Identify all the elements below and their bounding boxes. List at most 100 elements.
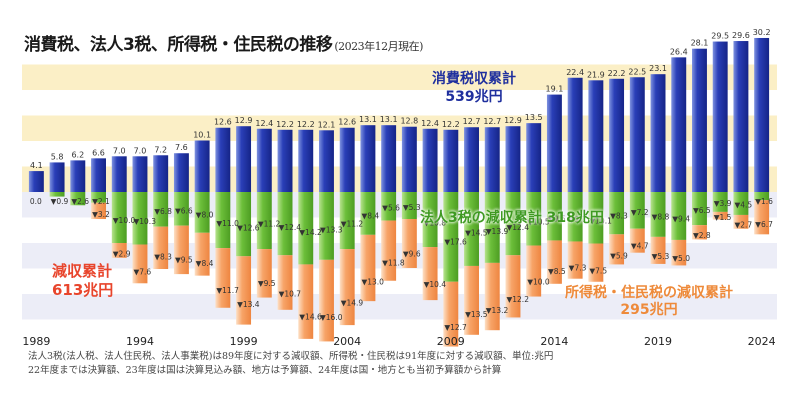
x-tick-2024: 2024 <box>748 335 776 348</box>
bar-corporate-2021 <box>692 192 707 226</box>
total-reduction-label: 減収累計 <box>52 262 113 280</box>
bar-corporate-2008 <box>422 192 438 248</box>
label-corporate-1989: 0.0 <box>30 197 42 206</box>
bar-income-1998 <box>215 248 231 308</box>
label-income-1995: ▼8.3 <box>154 252 172 261</box>
x-tick-2019: 2019 <box>644 335 672 348</box>
bar-income-2009 <box>443 281 459 347</box>
label-corporate-2008: ▼10.8 <box>424 218 447 227</box>
label-income-2002: ▼14.6 <box>299 313 322 322</box>
label-consumption-1990: 5.8 <box>51 152 64 161</box>
x-tick-1989: 1989 <box>22 335 50 348</box>
label-corporate-2023: ▼4.5 <box>734 201 752 210</box>
label-income-2019: ▼5.3 <box>652 252 670 261</box>
label-consumption-2018: 22.5 <box>628 67 646 76</box>
label-corporate-2012: ▼12.4 <box>507 223 530 232</box>
label-income-2004: ▼14.9 <box>341 298 364 307</box>
bar-corporate-1995 <box>153 192 169 227</box>
label-corporate-2006: ▼5.6 <box>382 204 400 213</box>
label-corporate-2017: ▼8.3 <box>610 211 628 220</box>
total-reduction-annotation: 減収累計 613兆円 <box>52 262 113 300</box>
label-corporate-2007: ▼5.3 <box>403 203 421 212</box>
bar-income-2011 <box>484 262 500 331</box>
label-corporate-1998: ▼11.0 <box>216 219 239 228</box>
bar-consumption-2018 <box>629 77 645 192</box>
bar-consumption-1993 <box>111 156 127 192</box>
bar-consumption-2006 <box>381 125 397 192</box>
title-main: 消費税、法人3税、所得税・住民税の推移 <box>24 35 333 55</box>
bar-corporate-2002 <box>298 192 314 265</box>
bar-income-2015 <box>567 241 583 279</box>
bar-corporate-2014 <box>546 192 562 241</box>
bar-income-2008 <box>422 247 438 301</box>
label-income-2013: ▼10.0 <box>527 277 550 286</box>
consumption-total-annotation: 消費税収累計 539兆円 <box>432 70 516 106</box>
bar-consumption-2007 <box>401 126 417 192</box>
bar-consumption-1997 <box>194 140 210 192</box>
bar-consumption-2015 <box>567 77 583 192</box>
bar-corporate-2011 <box>484 192 500 263</box>
label-consumption-2011: 12.7 <box>483 117 501 126</box>
bar-corporate-2004 <box>339 192 355 250</box>
label-corporate-2018: ▼7.2 <box>631 208 649 217</box>
bar-income-1992 <box>91 202 106 220</box>
bar-income-2004 <box>339 249 355 326</box>
label-consumption-2020: 26.4 <box>670 47 688 56</box>
bar-consumption-2012 <box>505 126 521 192</box>
bar-consumption-1990 <box>49 162 65 192</box>
bar-income-2022 <box>712 211 728 220</box>
bar-corporate-2022 <box>712 192 728 212</box>
label-consumption-2023: 29.6 <box>732 31 750 40</box>
bar-consumption-2022 <box>712 41 728 192</box>
bar-consumption-2009 <box>443 129 459 192</box>
label-corporate-2015: ▼9.7 <box>569 215 587 224</box>
label-consumption-2021: 28.1 <box>691 39 709 48</box>
label-consumption-2008: 12.4 <box>421 119 439 128</box>
label-consumption-2015: 22.4 <box>566 68 584 77</box>
bar-consumption-2017 <box>609 78 625 192</box>
bar-consumption-1995 <box>153 155 169 192</box>
label-consumption-2003: 12.1 <box>318 120 336 129</box>
label-consumption-1992: 6.6 <box>92 148 105 157</box>
bar-income-2014 <box>546 240 562 284</box>
bar-income-2021 <box>692 225 707 240</box>
bar-corporate-2007 <box>401 192 417 220</box>
label-corporate-1999: ▼12.6 <box>237 223 260 232</box>
label-income-2012: ▼12.2 <box>507 295 530 304</box>
label-income-1994: ▼7.6 <box>134 268 152 277</box>
label-income-2009: ▼12.7 <box>444 323 467 332</box>
bar-corporate-2000 <box>256 192 272 250</box>
label-income-1992: ▼3.2 <box>92 210 110 219</box>
bar-income-2003 <box>319 259 334 342</box>
bar-income-2016 <box>588 243 604 282</box>
label-corporate-2016: ▼10.1 <box>589 216 612 225</box>
label-consumption-2009: 12.2 <box>442 120 460 129</box>
bar-income-1995 <box>153 226 169 270</box>
label-corporate-2011: ▼13.9 <box>486 227 509 236</box>
bar-consumption-2021 <box>692 48 707 192</box>
label-corporate-1995: ▼6.8 <box>154 207 172 216</box>
label-corporate-2009: ▼17.6 <box>444 237 467 246</box>
bar-consumption-1991 <box>70 160 86 192</box>
label-income-2007: ▼9.6 <box>403 249 421 258</box>
label-corporate-2019: ▼8.8 <box>652 213 670 222</box>
label-consumption-2013: 13.5 <box>525 113 543 122</box>
label-income-2003: ▼16.0 <box>320 313 343 322</box>
bar-consumption-2000 <box>256 128 272 192</box>
label-consumption-1996: 7.6 <box>175 143 188 152</box>
background-band <box>22 294 777 320</box>
label-consumption-2017: 22.2 <box>608 69 626 78</box>
bar-corporate-2018 <box>629 192 645 229</box>
title-subtitle: (2023年12月現在) <box>334 40 423 53</box>
bar-consumption-2004 <box>339 127 355 192</box>
bar-income-2024 <box>754 200 770 235</box>
total-reduction-value: 613兆円 <box>52 281 114 299</box>
label-corporate-2005: ▼8.4 <box>361 212 379 221</box>
background-band <box>22 319 777 332</box>
label-consumption-1989: 4.1 <box>30 161 43 170</box>
bar-income-1996 <box>173 225 189 275</box>
bar-income-2007 <box>401 219 417 268</box>
label-consumption-2016: 21.9 <box>587 70 605 79</box>
bar-corporate-2015 <box>567 192 583 242</box>
label-corporate-1997: ▼8.0 <box>196 210 214 219</box>
